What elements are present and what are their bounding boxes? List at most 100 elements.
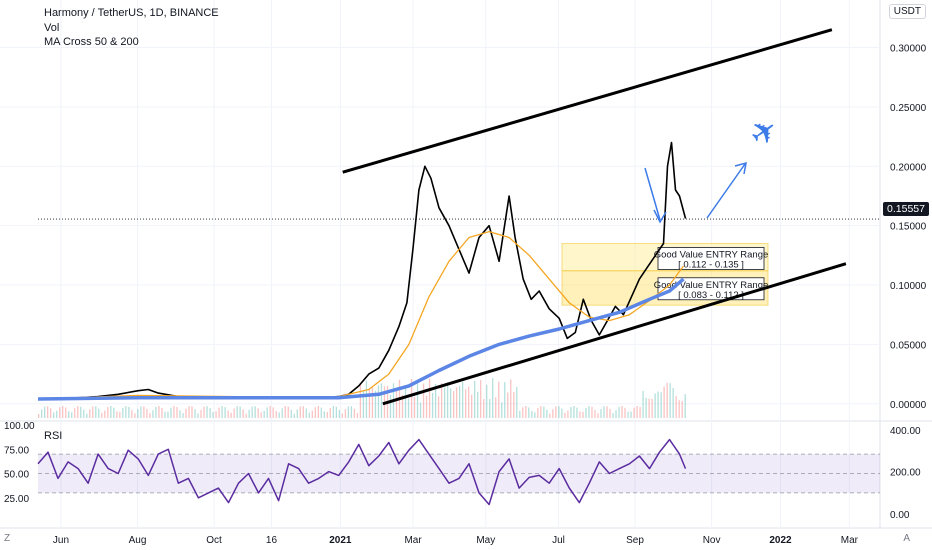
volume-bar [293, 413, 295, 418]
volume-bar [657, 391, 659, 418]
volume-bar [71, 412, 73, 418]
volume-bar [558, 406, 560, 418]
volume-bar [672, 387, 674, 418]
volume-bar [474, 380, 476, 418]
volume-bar [591, 406, 593, 418]
volume-bar [215, 411, 217, 418]
x-tick-label: Mar [404, 535, 422, 546]
volume-bar [254, 406, 256, 418]
volume-bar [675, 396, 677, 418]
volume-bar [639, 407, 641, 418]
volume-bar [173, 406, 175, 418]
auto-scale-button[interactable]: A [903, 533, 910, 544]
rsi-right-tick: 200.00 [890, 468, 921, 479]
x-tick-label: 2022 [769, 535, 792, 546]
volume-bar [221, 406, 223, 418]
x-tick-label: Sep [626, 535, 644, 546]
volume-bar [110, 406, 112, 418]
rsi-right-tick: 400.00 [890, 426, 921, 437]
volume-bar [125, 406, 127, 418]
volume-bar [579, 411, 581, 418]
volume-bar [257, 408, 259, 418]
volume-bar [329, 408, 331, 418]
volume-bar [486, 384, 488, 418]
volume-bar [480, 379, 482, 418]
volume-bar [570, 407, 572, 418]
volume-bar [630, 411, 632, 418]
volume-bar [56, 410, 58, 418]
y-tick-label: 0.00000 [890, 400, 927, 411]
volume-bar [170, 407, 172, 418]
volume-bar [492, 378, 494, 418]
volume-bar [395, 389, 398, 418]
volume-bar [299, 406, 301, 418]
volume-bar [140, 406, 142, 418]
volume-bar [80, 406, 82, 418]
rsi-right-tick: 0.00 [890, 510, 910, 521]
symbol-title: Harmony / TetherUS, 1D, BINANCE [44, 7, 219, 19]
volume-bar [567, 410, 569, 418]
volume-bar [468, 386, 470, 418]
volume-bar [158, 406, 160, 418]
volume-bar [335, 406, 338, 418]
volume-bar [663, 386, 665, 418]
volume-bar [654, 393, 656, 418]
volume-bar [209, 408, 211, 418]
volume-bar [612, 413, 614, 418]
volume-bar [600, 409, 602, 418]
x-tick-label: Nov [703, 535, 721, 546]
x-tick-label: Aug [129, 535, 147, 546]
volume-bar [113, 407, 115, 418]
entry-range-value: [ 0.112 - 0.135 ] [678, 259, 744, 270]
volume-bar [678, 400, 680, 418]
volume-bar [404, 385, 407, 418]
volume-bar [89, 409, 91, 418]
volume-bar [425, 395, 428, 418]
ma-cross-legend: MA Cross 50 & 200 [44, 36, 139, 48]
volume-bar [624, 407, 626, 418]
volume-bar [356, 413, 359, 418]
volume-bar [278, 412, 280, 418]
volume-bar [332, 406, 334, 418]
volume-bar [341, 413, 344, 418]
volume-bar [146, 408, 148, 418]
volume-bar [603, 406, 605, 418]
airplane-icon: ✈ [743, 110, 786, 155]
volume-bar [206, 406, 208, 418]
volume-legend: Vol [44, 21, 60, 34]
volume-bar [452, 391, 455, 418]
volume-bar [552, 409, 554, 418]
entry-range-title: Good Value ENTRY Range [654, 249, 769, 260]
volume-bar [681, 401, 683, 418]
volume-bar [344, 409, 347, 418]
volume-bar [606, 406, 608, 418]
volume-bar [410, 379, 413, 418]
volume-bar [251, 406, 253, 418]
rsi-line [37, 438, 687, 506]
volume-bar [260, 412, 262, 418]
volume-bar [371, 387, 374, 418]
y-tick-label: 0.25000 [890, 103, 927, 114]
x-tick-label: 2021 [329, 535, 352, 546]
volume-bar [380, 383, 383, 418]
x-tick-label: May [476, 535, 495, 546]
volume-bar [128, 406, 130, 418]
volume-bar [513, 392, 515, 418]
volume-bar [59, 407, 61, 418]
timezone-button[interactable]: Z [4, 533, 11, 544]
y-tick-label: 0.05000 [890, 340, 927, 351]
volume-bar [230, 412, 232, 418]
volume-bar [317, 406, 319, 418]
entry-range-value: [ 0.083 - 0.112 ] [678, 290, 744, 301]
volume-bar [122, 407, 124, 418]
volume-bar [573, 406, 575, 418]
volume-bar [152, 410, 154, 418]
volume-bar [377, 385, 380, 418]
volume-bar [537, 408, 539, 418]
x-tick-label: Jun [53, 535, 69, 546]
volume-bar [459, 385, 461, 418]
volume-bar [498, 381, 500, 418]
x-tick-label: 16 [266, 535, 278, 546]
currency-button[interactable]: USDT [888, 4, 926, 19]
